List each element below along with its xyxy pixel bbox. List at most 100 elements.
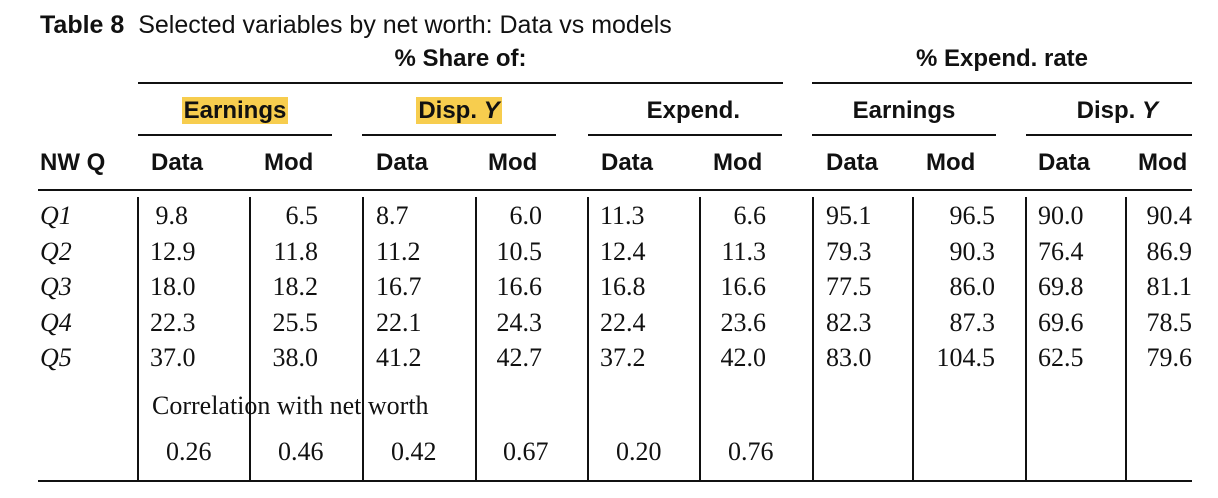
- subgroup-rule-4: [812, 134, 996, 136]
- row-label: Q1: [40, 201, 72, 230]
- col-header: Data: [601, 149, 654, 176]
- table-cell: 24.3: [496, 307, 543, 337]
- table-number: Table 8: [40, 11, 125, 39]
- col-header: Mod: [713, 149, 763, 176]
- table-cell: 12.4: [600, 236, 646, 266]
- table-cell: 78.5: [1146, 307, 1193, 337]
- table-cell: 41.2: [376, 343, 422, 372]
- table-cell: 18.0: [150, 272, 196, 301]
- subgroup-earnings-share: Earnings: [181, 97, 289, 124]
- col-header: Data: [1038, 149, 1091, 176]
- subgroup-disp-y-rate: Disp. Y: [1076, 97, 1158, 124]
- row-label: Q4: [40, 307, 72, 337]
- table-cell: 83.0: [826, 343, 872, 372]
- subgroup-rule-2: [362, 134, 556, 136]
- col-header: Mod: [926, 149, 976, 176]
- table-cell: 18.2: [272, 272, 319, 301]
- table-cell: 6.6: [733, 201, 767, 230]
- table-cell: 9.8: [155, 201, 189, 230]
- col-header: Mod: [488, 149, 538, 176]
- table-cell: 42.0: [720, 343, 767, 372]
- table-caption: Selected variables by net worth: Data vs…: [138, 11, 672, 39]
- table-title: Table 8 Selected variables by net worth:…: [40, 10, 672, 40]
- correlation-value: 0.67: [503, 437, 549, 466]
- table-cell: 79.3: [826, 236, 872, 266]
- table-cell: 76.4: [1038, 236, 1084, 266]
- table-cell: 10.5: [496, 236, 543, 266]
- row-header-nwq: NW Q: [40, 149, 106, 176]
- table-cell: 62.5: [1038, 343, 1084, 372]
- column-divider: [812, 197, 814, 480]
- table-cell: 37.2: [600, 343, 646, 372]
- subgroup-expend: Expend.: [646, 97, 740, 124]
- header-rule: [38, 189, 1192, 191]
- table-cell: 16.8: [600, 272, 646, 301]
- row-label: Q2: [40, 236, 72, 266]
- table-cell: 86.0: [949, 272, 996, 301]
- table-cell: 104.5: [936, 343, 996, 372]
- column-divider: [699, 197, 701, 480]
- table-cell: 90.4: [1146, 201, 1193, 230]
- column-divider: [912, 197, 914, 480]
- group-rule-expend-rate: [812, 82, 1192, 84]
- table-cell: 11.2: [376, 236, 421, 266]
- column-divider: [587, 197, 589, 480]
- table-cell: 82.3: [826, 307, 872, 337]
- table-cell: 25.5: [272, 307, 319, 337]
- table-cell: 86.9: [1146, 236, 1193, 266]
- correlation-value: 0.76: [728, 437, 774, 466]
- column-divider: [475, 197, 477, 480]
- table-cell: 37.0: [150, 343, 196, 372]
- table-cell: 23.6: [720, 307, 767, 337]
- col-header: Data: [376, 149, 429, 176]
- column-divider: [249, 197, 251, 480]
- table-cell: 16.7: [376, 272, 422, 301]
- table-cell: 11.3: [721, 236, 766, 266]
- bottom-rule: [38, 480, 1192, 482]
- table-cell: 22.4: [600, 307, 646, 337]
- table-cell: 90.3: [949, 236, 996, 266]
- table-cell: 11.3: [600, 201, 645, 230]
- correlation-label: Correlation with net worth: [152, 391, 429, 420]
- col-header: Data: [826, 149, 879, 176]
- table-cell: 79.6: [1146, 343, 1193, 372]
- group-rule-share: [138, 82, 783, 84]
- table-cell: 96.5: [949, 201, 996, 230]
- table-cell: 69.8: [1038, 272, 1084, 301]
- row-label: Q3: [40, 272, 72, 301]
- table-cell: 11.8: [273, 236, 318, 266]
- table-cell: 22.1: [376, 307, 422, 337]
- row-label: Q5: [40, 343, 72, 372]
- table-cell: 69.6: [1038, 307, 1084, 337]
- column-divider: [1125, 197, 1127, 480]
- table-cell: 77.5: [826, 272, 872, 301]
- column-divider: [137, 197, 139, 480]
- column-divider: [362, 197, 364, 480]
- subgroup-rule-1: [138, 134, 332, 136]
- group-header-expend-rate: % Expend. rate: [915, 45, 1089, 72]
- table-cell: 22.3: [150, 307, 196, 337]
- table-cell: 6.0: [509, 201, 543, 230]
- subgroup-rule-3: [588, 134, 782, 136]
- subgroup-disp-y-share: Disp. Y: [416, 97, 502, 124]
- group-header-share: % Share of:: [394, 45, 527, 72]
- correlation-value: 0.42: [391, 437, 437, 466]
- table-cell: 87.3: [949, 307, 996, 337]
- column-divider: [1025, 197, 1027, 480]
- table-cell: 6.5: [285, 201, 319, 230]
- table-cell: 81.1: [1146, 272, 1193, 301]
- correlation-value: 0.26: [166, 437, 212, 466]
- col-header: Data: [151, 149, 204, 176]
- table-cell: 95.1: [826, 201, 872, 230]
- subgroup-rule-5: [1026, 134, 1192, 136]
- table-cell: 42.7: [496, 343, 543, 372]
- table-cell: 8.7: [376, 201, 409, 230]
- correlation-value: 0.46: [278, 437, 324, 466]
- col-header: Mod: [264, 149, 314, 176]
- subgroup-earnings-rate: Earnings: [852, 97, 956, 124]
- table-cell: 12.9: [150, 236, 196, 266]
- table-cell: 16.6: [496, 272, 543, 301]
- table-cell: 38.0: [272, 343, 319, 372]
- col-header: Mod: [1138, 149, 1188, 176]
- table-cell: 90.0: [1038, 201, 1084, 230]
